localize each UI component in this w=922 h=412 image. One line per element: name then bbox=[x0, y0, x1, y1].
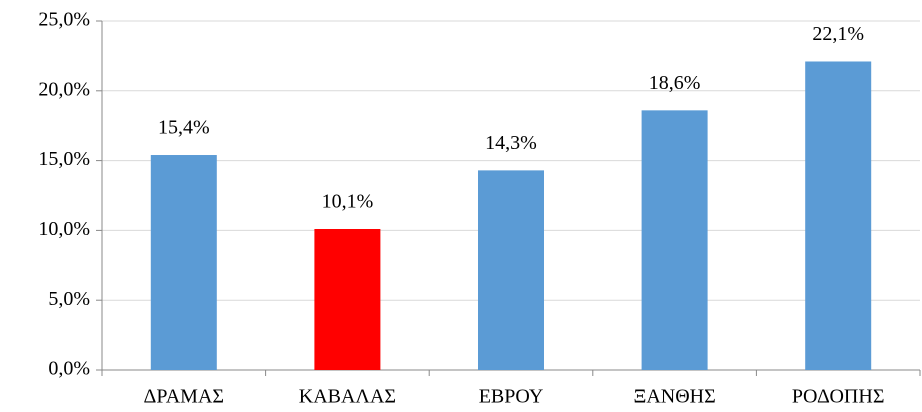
y-tick-label: 5,0% bbox=[48, 288, 90, 310]
data-label: 15,4% bbox=[158, 117, 210, 139]
data-label: 10,1% bbox=[322, 191, 374, 213]
y-tick-label: 0,0% bbox=[48, 358, 90, 380]
data-label: 18,6% bbox=[649, 72, 701, 94]
x-tick-label: ΞΑΝΘΗΣ bbox=[633, 386, 715, 408]
x-tick-label: ΕΒΡΟΥ bbox=[479, 386, 544, 408]
bar bbox=[805, 61, 872, 370]
x-tick-label: ΡΟΔΟΠΗΣ bbox=[792, 386, 885, 408]
x-tick-label: ΔΡΑΜΑΣ bbox=[144, 386, 224, 408]
x-tick-label: ΚΑΒΑΛΑΣ bbox=[299, 386, 396, 408]
y-tick-label: 10,0% bbox=[38, 218, 90, 240]
y-tick-label: 25,0% bbox=[38, 9, 90, 31]
bar bbox=[641, 110, 708, 371]
data-label: 14,3% bbox=[485, 132, 537, 154]
bar bbox=[150, 155, 217, 370]
y-tick-label: 15,0% bbox=[38, 148, 90, 170]
y-tick-label: 20,0% bbox=[38, 78, 90, 100]
bar bbox=[478, 170, 544, 370]
bar bbox=[314, 229, 381, 370]
data-label: 22,1% bbox=[812, 23, 864, 45]
